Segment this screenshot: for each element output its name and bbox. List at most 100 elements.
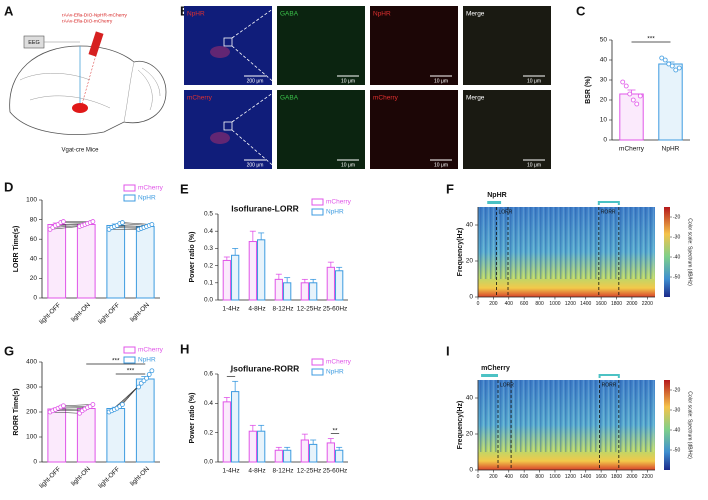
stim-bar	[487, 201, 502, 204]
colorbar-tick-label: -30	[673, 407, 680, 413]
data-point	[637, 93, 643, 99]
panel-label: H	[180, 341, 189, 356]
scale-bars	[244, 75, 545, 161]
x-tick-label: light-ON	[70, 465, 92, 487]
stain-label: Merge	[466, 11, 485, 18]
zoom-line	[231, 89, 278, 123]
x-tick-label: 400	[505, 474, 514, 480]
data-point	[136, 384, 142, 390]
x-tick-label: 1-4Hz	[222, 306, 239, 313]
panel-label: F	[446, 181, 454, 196]
panel-label: I	[446, 343, 450, 358]
x-tick-label: 600	[520, 301, 529, 307]
light-path	[81, 54, 97, 105]
data-point	[149, 368, 155, 374]
bar	[248, 241, 257, 301]
panel-label: A	[4, 3, 14, 18]
event-label: LORR	[498, 209, 512, 215]
x-tick-label: 2200	[642, 474, 653, 480]
fluorescence-glow	[210, 46, 230, 58]
micrograph	[463, 90, 551, 169]
data-point	[60, 219, 66, 224]
x-tick-label: 600	[520, 474, 529, 480]
bar	[231, 254, 240, 301]
x-tick-label: 1600	[596, 474, 607, 480]
y-tick-label: 100	[26, 434, 37, 441]
legend-label: NpHR	[138, 357, 156, 364]
bar	[257, 430, 266, 463]
stain-label: GABA	[280, 11, 299, 18]
data-point	[623, 83, 629, 89]
y-tick-label: 400	[26, 359, 37, 366]
scale-label: 10 μm	[341, 162, 355, 168]
x-tick-label: 1800	[611, 474, 622, 480]
x-tick-label: 800	[535, 474, 544, 480]
significance-label: **	[332, 427, 338, 434]
panel-label: C	[576, 3, 586, 18]
bar	[106, 224, 126, 299]
bar	[231, 391, 240, 463]
x-tick-label: 2000	[626, 301, 637, 307]
significance-label: *	[230, 370, 233, 377]
y-axis-label: Frequency(Hz)	[457, 401, 464, 450]
brain-outline	[9, 45, 167, 135]
x-tick-label: 1000	[549, 301, 560, 307]
x-tick-label: light-OFF	[38, 466, 62, 490]
legend-label: NpHR	[138, 195, 156, 202]
scale-label: 10 μm	[434, 78, 448, 84]
data-point	[119, 220, 125, 225]
bar	[135, 225, 155, 299]
y-axis-label: Power ratio (%)	[189, 393, 196, 444]
paired-line	[55, 408, 85, 410]
legend-swatch	[311, 198, 324, 206]
colorbar-label: Color scale: Spectrum (dB/Hz)	[687, 391, 693, 459]
legend-swatch	[123, 184, 136, 192]
y-tick-label: 50	[600, 37, 608, 44]
x-tick-label: 0	[477, 301, 480, 307]
x-tick-label: 1200	[565, 301, 576, 307]
micrograph	[370, 6, 458, 85]
x-tick-label: 25-60Hz	[323, 306, 348, 313]
y-tick-label: 0	[469, 467, 473, 474]
chart-title: Isoflurane-RORR	[231, 363, 299, 373]
brain-diagram: EEG rAAv-Efla-DIO-NpHR-mCherry rAAv-Efla…	[9, 12, 167, 154]
virus-label: rAAv-Efla-DIO-NpHR-mCherry	[62, 12, 128, 18]
legend-swatch	[123, 346, 136, 354]
y-axis-label: RORR Time(s)	[13, 388, 20, 435]
bar	[257, 239, 266, 301]
x-tick-label: 2200	[642, 301, 653, 307]
colorbar	[664, 207, 670, 297]
spectrogram-texture	[478, 207, 655, 279]
bar	[283, 282, 292, 301]
legend-swatch	[311, 368, 324, 376]
data-point	[119, 402, 125, 407]
data-point	[60, 403, 66, 409]
brain-detail	[19, 61, 161, 123]
x-tick-label: 1200	[565, 474, 576, 480]
paired-line	[58, 407, 88, 409]
stain-label: Merge	[466, 95, 485, 102]
legend-label: mCherry	[326, 199, 352, 206]
scale-label: 10 μm	[434, 162, 448, 168]
micrograph	[277, 90, 365, 169]
bar	[222, 401, 231, 463]
eeg-label: EEG	[28, 40, 40, 46]
y-tick-label: 0	[603, 137, 607, 144]
bar	[274, 278, 283, 301]
stain-label: NpHR	[187, 11, 205, 18]
bar	[309, 282, 318, 301]
chart-title: Isoflurane-LORR	[231, 203, 299, 213]
x-tick-label: 200	[489, 474, 498, 480]
y-tick-label: 0	[33, 459, 37, 466]
y-axis-label: Power ratio (%)	[189, 232, 196, 283]
bar	[335, 270, 344, 301]
x-tick-label: light-OFF	[38, 302, 62, 326]
x-tick-label: 8-12Hz	[273, 468, 294, 475]
data-point	[659, 55, 665, 61]
x-tick-label: 1400	[580, 301, 591, 307]
data-point	[90, 219, 96, 224]
data-point	[144, 375, 149, 381]
y-tick-label: 40	[466, 222, 474, 229]
data-point	[676, 65, 682, 71]
